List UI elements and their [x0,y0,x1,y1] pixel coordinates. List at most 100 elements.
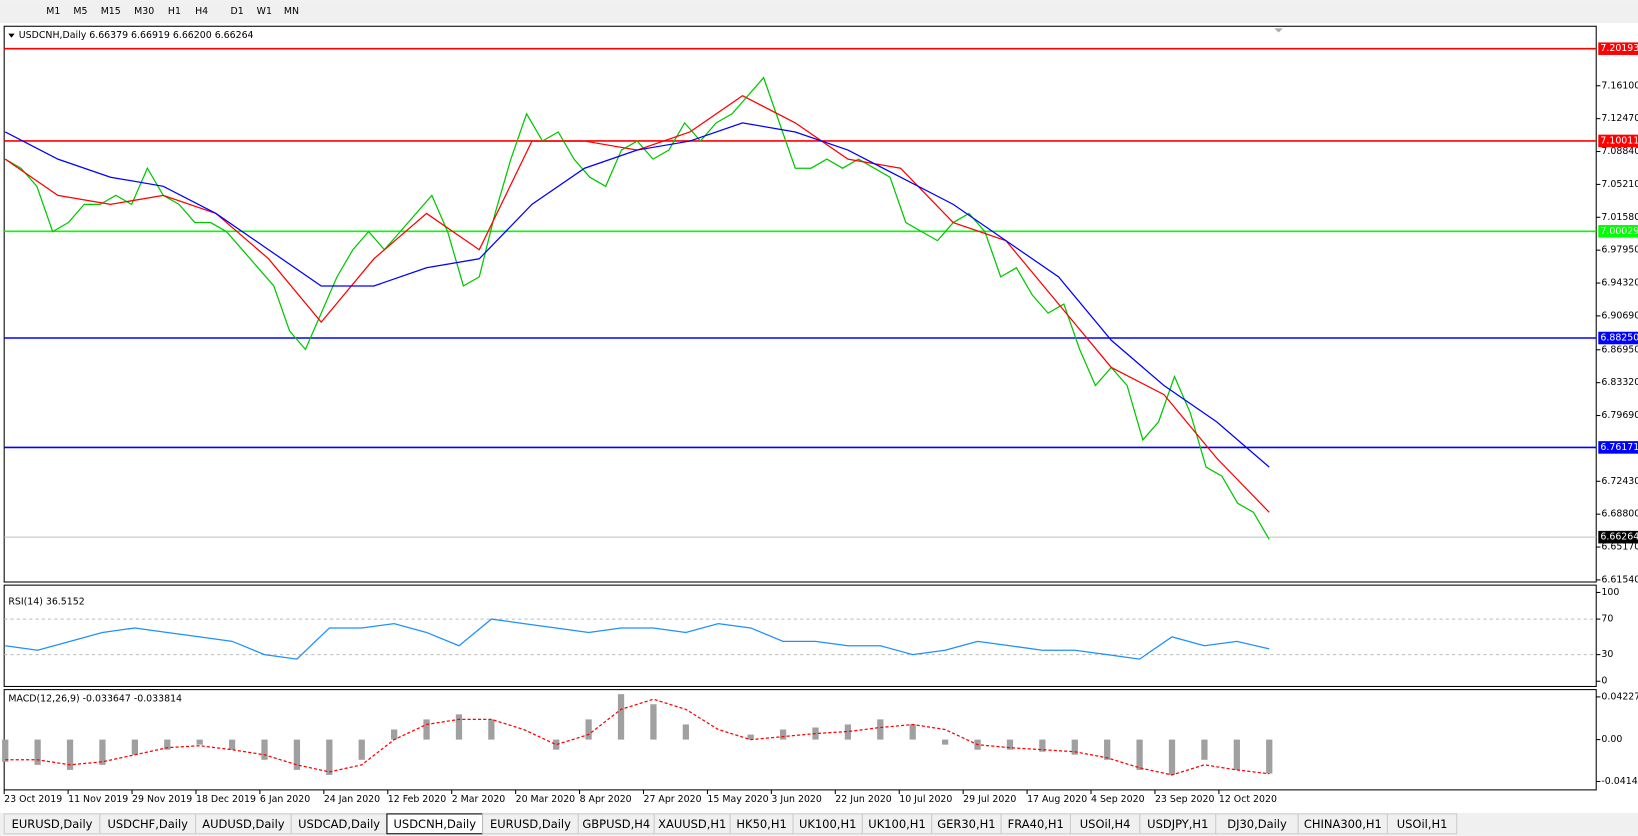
x-tick-label: 11 Nov 2019 [68,794,128,805]
macd-bar [1136,739,1143,770]
timeframe-label[interactable]: H4 [195,6,208,17]
macd-bar [844,724,852,740]
level-label-box [1598,441,1638,454]
y-tick-label: 6.86950 [1601,344,1638,355]
tab-label[interactable]: USOil,H4 [1080,817,1131,831]
timeframe-label[interactable]: W1 [257,6,272,17]
y-tick-label: 6.68800 [1601,509,1638,520]
macd-bar [131,739,138,755]
x-tick-label: 12 Oct 2020 [1219,794,1277,805]
timeframe-label[interactable]: M5 [73,6,87,17]
timeframe-button[interactable] [277,2,306,22]
y-tick-label: 7.16100 [1601,80,1638,91]
macd-bar [1266,739,1273,774]
timeframe-button[interactable] [127,2,161,22]
y-tick-label: -0.04148 [1601,776,1638,787]
x-tick-label: 2 Mar 2020 [452,794,506,805]
x-tick-label: 24 Jan 2020 [324,794,380,805]
macd-bar [99,739,106,765]
timeframe-button[interactable] [94,2,128,22]
macd-bar [261,739,268,760]
menu-arrow [8,33,15,38]
x-tick-label: 10 Jul 2020 [899,794,952,805]
timeframe-button[interactable] [223,2,251,22]
series-line [4,76,1270,540]
panel-title: USDCNH,Daily 6.66379 6.66919 6.66200 6.6… [19,30,254,41]
timeframe-label[interactable]: M15 [101,6,121,17]
macd-bar [1201,739,1208,760]
macd-bar [34,739,41,765]
macd-bar [585,719,592,740]
tab-label[interactable]: USDCHF,Daily [107,817,188,831]
tab-label[interactable]: FRA40,H1 [1008,817,1064,831]
macd-bar [488,719,495,740]
x-tick-label: 4 Sep 2020 [1091,794,1145,805]
timeframe-label[interactable]: H1 [168,6,181,17]
macd-bar [196,739,203,745]
timeframe-label[interactable]: MN [284,6,299,17]
x-tick-label: 27 Apr 2020 [644,794,702,805]
macd-bar [358,739,365,760]
tab-label[interactable]: CHINA300,H1 [1304,817,1382,831]
timeframe-label[interactable]: M30 [134,6,154,17]
tab-label[interactable]: HK50,H1 [736,817,786,831]
toolbar [0,0,1638,24]
current-price-label: 6.66264 [1600,532,1638,543]
y-tick-label: 6.61540 [1601,574,1638,585]
macd-bar [909,724,916,740]
timeframe-label[interactable]: D1 [231,6,244,17]
timeframe-button[interactable] [160,2,189,22]
timeframe-label[interactable]: M1 [46,6,60,17]
signal-line [5,698,1270,776]
tab-label[interactable]: USDCNH,Daily [394,817,477,831]
tab-label[interactable]: USDCAD,Daily [298,817,380,831]
level-label-box [1598,225,1638,238]
x-tick-label: 22 Jun 2020 [835,794,892,805]
x-tick-label: 29 Nov 2019 [132,794,192,805]
x-tick-label: 18 Dec 2019 [196,794,256,805]
y-tick-label: 6.83320 [1601,377,1638,388]
x-tick-label: 17 Aug 2020 [1027,794,1087,805]
x-tick-label: 6 Jan 2020 [260,794,310,805]
y-tick-label: 7.08840 [1601,146,1638,157]
y-tick-label: 100 [1601,587,1619,598]
macd-bar [650,704,657,740]
tab-label[interactable]: AUDUSD,Daily [202,817,285,831]
tab-label[interactable]: XAUUSD,H1 [658,817,726,831]
macd-bar [553,739,560,750]
shift-marker [1274,28,1283,33]
tab-label[interactable]: GBPUSD,H4 [582,817,650,831]
macd-bar [455,714,463,740]
tab-label[interactable]: UK100,H1 [799,817,856,831]
y-tick-label: 7.01580 [1601,212,1638,223]
tab-label[interactable]: EURUSD,Daily [12,817,93,831]
y-tick-label: 0.00 [1601,734,1622,745]
level-label: 7.10011 [1600,135,1638,146]
x-tick-label: 8 Apr 2020 [580,794,632,805]
timeframe-button[interactable] [39,2,67,22]
macd-bar [1006,739,1014,750]
tab-label[interactable]: UK100,H1 [868,817,925,831]
macd-bar [1039,739,1046,752]
macd-panel [3,689,1597,791]
timeframe-button[interactable] [66,2,95,22]
tab-label[interactable]: EURUSD,Daily [490,817,571,831]
level-label: 7.00029 [1600,226,1638,237]
tab-label[interactable]: USOil,H1 [1397,817,1448,831]
panel-title: RSI(14) 36.5152 [8,596,84,607]
series-line [4,122,1270,468]
timeframe-button[interactable] [250,2,278,22]
tab-label[interactable]: GER30,H1 [937,817,995,831]
x-tick-label: 15 May 2020 [707,794,768,805]
tab[interactable] [1386,813,1458,835]
macd-bar [617,694,625,740]
tab-label[interactable]: DJ30,Daily [1227,817,1287,831]
macd-bar [293,739,301,770]
macd-bar [1168,739,1176,775]
timeframe-button[interactable] [188,2,216,22]
macd-bar [1071,739,1078,755]
x-tick-label: 23 Oct 2019 [4,794,62,805]
tab-label[interactable]: USDJPY,H1 [1147,817,1208,831]
macd-bar [66,739,74,770]
level-label-box [1598,331,1638,345]
